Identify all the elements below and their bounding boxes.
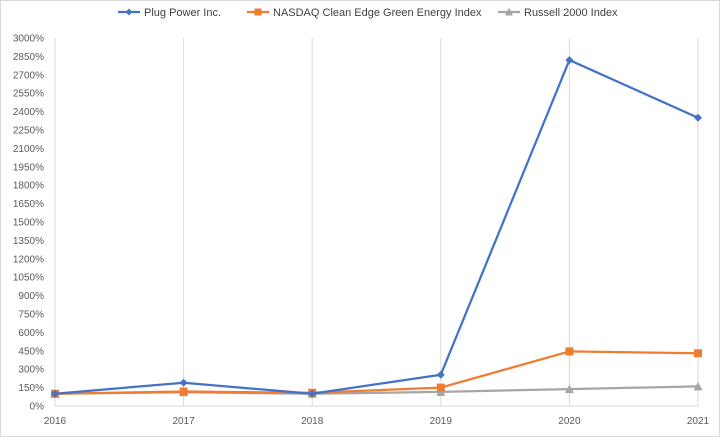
y-tick-label: 450% [18, 346, 44, 357]
data-point [179, 387, 188, 396]
y-tick-label: 3000% [13, 34, 44, 45]
y-tick-label: 1050% [13, 273, 44, 284]
y-tick-label: 2250% [13, 126, 44, 137]
x-tick-label: 2020 [558, 416, 581, 427]
legend-label: Russell 2000 Index [524, 7, 618, 19]
data-point [694, 349, 702, 358]
data-point [565, 347, 574, 356]
y-tick-label: 2400% [13, 107, 44, 118]
y-tick-label: 750% [18, 310, 44, 321]
y-tick-label: 900% [18, 291, 44, 302]
y-tick-label: 2100% [13, 144, 44, 155]
data-point [51, 389, 59, 398]
data-point [436, 383, 445, 392]
y-tick-label: 150% [18, 383, 44, 394]
x-tick-label: 2019 [430, 416, 453, 427]
y-tick-label: 1200% [13, 254, 44, 265]
data-point [436, 370, 445, 379]
y-axis-tick-labels: 0% 150% 300% 450% 600% 750% 900% 1050% 1200% 1350… [13, 34, 44, 413]
data-point [436, 387, 446, 396]
x-axis-tick-labels: 2016 2017 2018 2019 2020 2021 [44, 416, 710, 427]
y-tick-label: 2550% [13, 89, 44, 100]
y-tick-label: 1800% [13, 181, 44, 192]
legend: Plug Power Inc. NASDAQ Clean Edge Green E… [118, 7, 618, 19]
data-point [564, 384, 574, 394]
y-tick-label: 1500% [13, 218, 44, 229]
axes [54, 38, 698, 407]
y-tick-label: 1650% [13, 199, 44, 210]
y-tick-label: 600% [18, 328, 44, 339]
legend-marker [505, 8, 513, 16]
y-tick-label: 1350% [13, 236, 44, 247]
legend-item-2: Russell 2000 Index [498, 7, 618, 19]
series-line [54, 58, 699, 395]
y-tick-label: 1950% [13, 162, 44, 173]
data-point [693, 381, 703, 391]
series-group [50, 56, 703, 398]
y-tick-label: 0% [30, 402, 45, 413]
legend-item-0: Plug Power Inc. [118, 7, 221, 19]
legend-marker [254, 8, 262, 16]
x-tick-label: 2018 [301, 416, 324, 427]
legend-label: NASDAQ Clean Edge Green Energy Index [273, 7, 482, 19]
series-line [54, 350, 699, 395]
data-point [694, 113, 702, 122]
legend-marker [125, 8, 133, 16]
y-tick-label: 2700% [13, 70, 44, 81]
y-tick-label: 2850% [13, 52, 44, 63]
y-tick-label: 300% [18, 365, 44, 376]
series-0 [51, 56, 702, 398]
x-tick-label: 2021 [687, 416, 710, 427]
series-1 [51, 347, 702, 398]
data-point [565, 56, 574, 65]
legend-label: Plug Power Inc. [144, 7, 221, 19]
x-tick-label: 2017 [172, 416, 195, 427]
data-point [308, 389, 317, 398]
legend-item-1: NASDAQ Clean Edge Green Energy Index [247, 7, 482, 19]
data-point [179, 378, 188, 387]
x-tick-label: 2016 [44, 416, 67, 427]
